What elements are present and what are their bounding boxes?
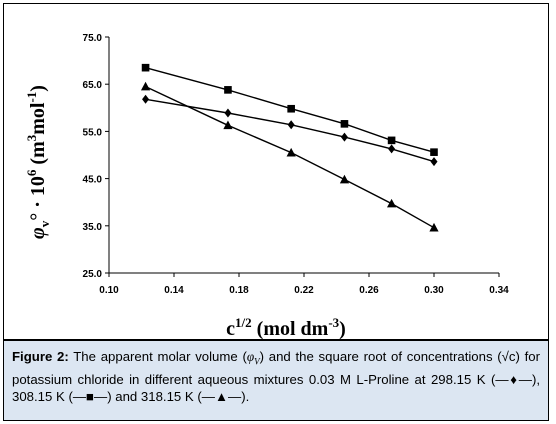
x-tick-label: 0.10 [99, 285, 119, 296]
triangle-marker [223, 120, 233, 130]
triangle-marker [140, 81, 151, 91]
square-marker [340, 120, 349, 128]
y-axis-title: φv° · 106 (m3mol-1) [24, 85, 52, 239]
y-tick-label: 65.0 [83, 80, 103, 91]
x-tick-label: 0.30 [424, 285, 444, 296]
square-marker [387, 136, 396, 145]
triangle-marker [339, 174, 350, 184]
square-marker [287, 104, 295, 113]
series-line-triangle [145, 85, 435, 229]
diamond-marker [388, 144, 396, 154]
square-marker [224, 86, 232, 94]
x-tick-label: 0.26 [359, 285, 379, 296]
square-marker [430, 148, 438, 156]
series-line-square [145, 67, 435, 153]
triangle-marker [286, 147, 296, 157]
caption-text-start: The apparent molar volume ( [68, 349, 247, 364]
line-chart: 0.10 0.14 0.18 0.22 0.26 0.30 0.34 25.0 35.0 45.0… [24, 33, 509, 340]
y-tick-label: 45.0 [83, 175, 103, 186]
x-tick-label: 0.22 [294, 285, 314, 296]
diamond-marker [340, 132, 348, 142]
x-axis-title: c1/2 (mol dm-3) [226, 315, 346, 340]
x-tick-label: 0.14 [164, 285, 184, 296]
y-tick-label: 25.0 [83, 269, 103, 280]
diamond-marker [224, 108, 232, 118]
diamond-marker [287, 120, 295, 130]
series-line-diamond [145, 98, 435, 163]
diamond-marker [142, 94, 150, 104]
caption-label: Figure 2: [12, 349, 69, 364]
y-tick-label: 35.0 [83, 222, 103, 233]
chart-frame: 0.10 0.14 0.18 0.22 0.26 0.30 0.34 25.0 35.0 45.0… [3, 3, 549, 340]
triangle-marker [386, 198, 397, 208]
square-marker [141, 63, 150, 72]
y-tick-label: 75.0 [83, 33, 103, 44]
diamond-marker [430, 157, 438, 167]
y-tick-label: 55.0 [83, 127, 103, 138]
x-tick-label: 0.18 [229, 285, 249, 296]
x-tick-label: 0.34 [489, 285, 509, 296]
caption-text-end: ) and the square root of concentrations … [12, 349, 541, 404]
figure-caption: Figure 2: The apparent molar volume (φV)… [3, 340, 549, 421]
triangle-marker [429, 222, 439, 232]
caption-symbol: φV [246, 349, 260, 367]
